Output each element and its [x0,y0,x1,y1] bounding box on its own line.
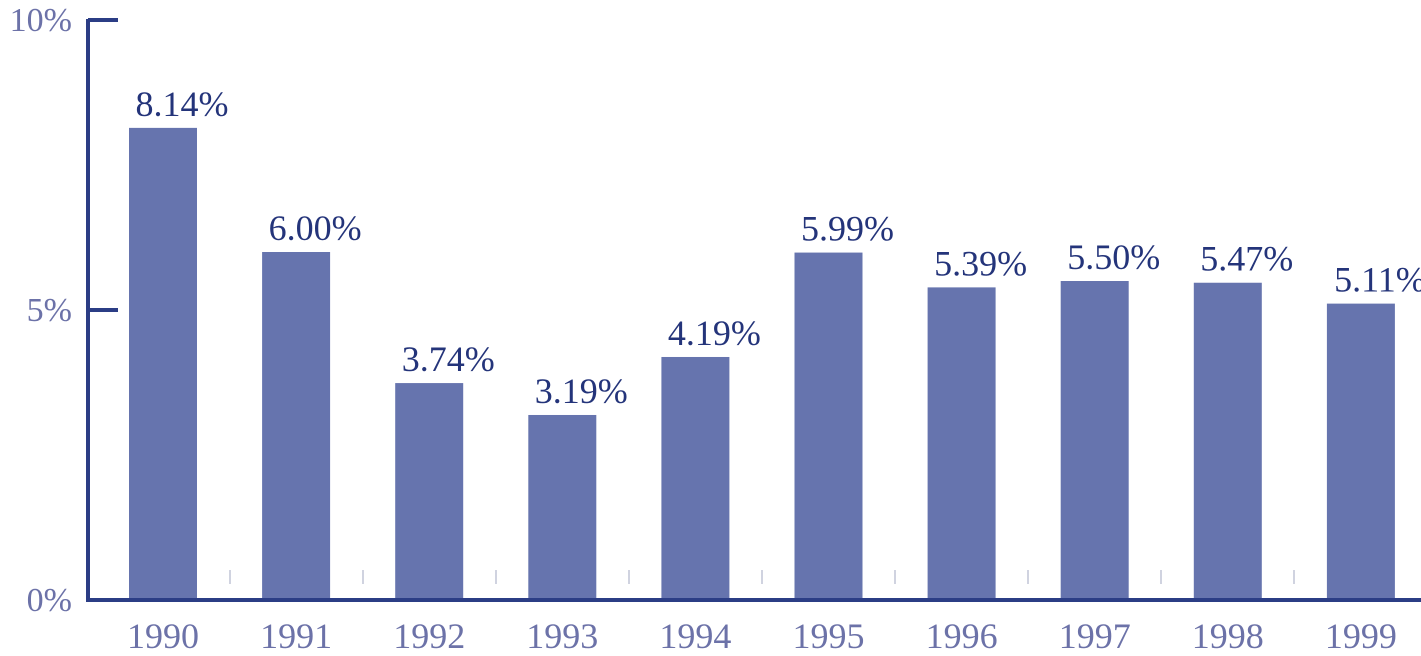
x-tick-label: 1990 [127,616,199,656]
data-label-1991: 6.00% [269,208,362,248]
bar-1990 [129,127,197,600]
x-tick-label: 1994 [659,616,731,656]
x-tick-label: 1998 [1192,616,1264,656]
data-label-1996: 5.39% [934,243,1027,283]
bar-1996 [927,287,996,600]
x-tick-label: 1996 [926,616,998,656]
bar-1992 [395,383,464,600]
bar-1998 [1193,282,1262,600]
data-label-1999: 5.11% [1334,260,1421,300]
x-tick-label: 1997 [1059,616,1131,656]
data-label-1990: 8.14% [136,84,229,124]
data-label-1995: 5.99% [801,209,894,249]
x-tick-labels: 1990 1991 1992 1993 1994 1995 1996 1997 1998 1999 [127,616,1397,656]
y-tick-labels: 0% 5% 10% [10,2,72,619]
x-tick-label: 1991 [260,616,332,656]
data-labels: 8.14% 6.00% 3.74% 3.19% 4.19% 5.99% 5.39% 5.50%… [136,84,1421,411]
x-tick-label: 1992 [393,616,465,656]
y-tick-label: 5% [27,292,72,329]
y-tick-label: 10% [10,2,72,39]
bar-1993 [528,414,597,600]
data-label-1998: 5.47% [1200,239,1293,279]
x-tick-label: 1999 [1325,616,1397,656]
x-tick-label: 1993 [526,616,598,656]
data-label-1997: 5.50% [1067,237,1160,277]
y-tick-label: 0% [27,582,72,619]
bar-1994 [661,356,730,600]
minor-ticks [229,570,1295,584]
bar-1997 [1060,281,1129,600]
data-label-1993: 3.19% [535,371,628,411]
x-tick-label: 1995 [793,616,865,656]
bars [129,127,1395,600]
bar-1991 [262,252,331,600]
bar-1995 [794,252,863,600]
data-label-1992: 3.74% [402,339,495,379]
data-label-1994: 4.19% [668,313,761,353]
axes [86,18,1421,602]
bar-1999 [1326,303,1395,600]
